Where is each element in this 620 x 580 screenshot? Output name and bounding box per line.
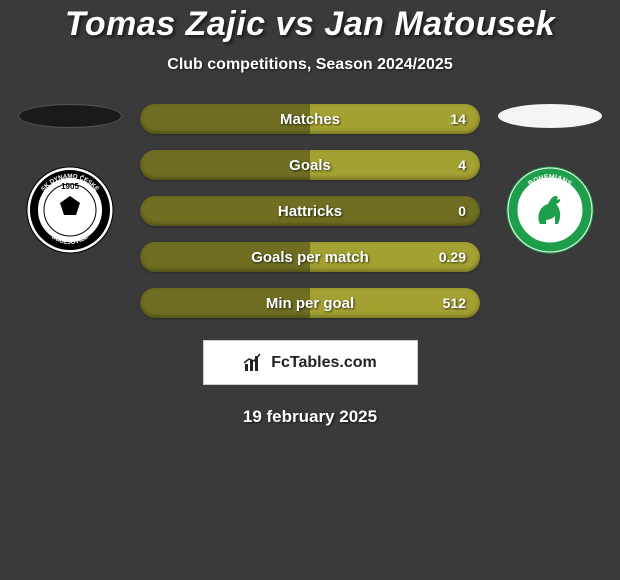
comparison-row: 1905 SK DYNAMO ČESKÉ BUDĚJOVICE Matches 1…	[0, 104, 620, 318]
left-player-col: 1905 SK DYNAMO ČESKÉ BUDĚJOVICE	[18, 104, 122, 254]
stat-label: Matches	[280, 111, 340, 128]
stats-column: Matches 14 Goals 4 Hattricks 0 Goals per match…	[140, 104, 480, 318]
left-club-badge: 1905 SK DYNAMO ČESKÉ BUDĚJOVICE	[26, 166, 114, 254]
stat-right-value: 0.29	[439, 249, 466, 265]
stat-right-value: 4	[458, 157, 466, 173]
bar-chart-icon	[243, 352, 265, 374]
stat-bar: Min per goal 512	[140, 288, 480, 318]
stat-right-value: 0	[458, 203, 466, 219]
right-player-col: BOHEMIANS • PRAHA •	[498, 104, 602, 254]
page-title: Tomas Zajic vs Jan Matousek	[0, 5, 620, 44]
stat-bar: Hattricks 0	[140, 196, 480, 226]
stat-bar: Matches 14	[140, 104, 480, 134]
right-club-badge: BOHEMIANS • PRAHA •	[506, 166, 594, 254]
stat-right-value: 512	[443, 295, 466, 311]
date-text: 19 february 2025	[0, 407, 620, 427]
stat-bar: Goals 4	[140, 150, 480, 180]
left-club-year: 1905	[61, 182, 79, 191]
stat-label: Goals	[289, 157, 331, 174]
left-player-ellipse	[18, 104, 122, 128]
stat-label: Min per goal	[266, 295, 354, 312]
right-player-ellipse	[498, 104, 602, 128]
subtitle: Club competitions, Season 2024/2025	[0, 56, 620, 74]
stat-bar: Goals per match 0.29	[140, 242, 480, 272]
stat-label: Goals per match	[251, 249, 369, 266]
stat-label: Hattricks	[278, 203, 342, 220]
fctables-label: FcTables.com	[271, 354, 377, 372]
stat-right-value: 14	[450, 111, 466, 127]
fctables-attribution[interactable]: FcTables.com	[203, 340, 418, 385]
